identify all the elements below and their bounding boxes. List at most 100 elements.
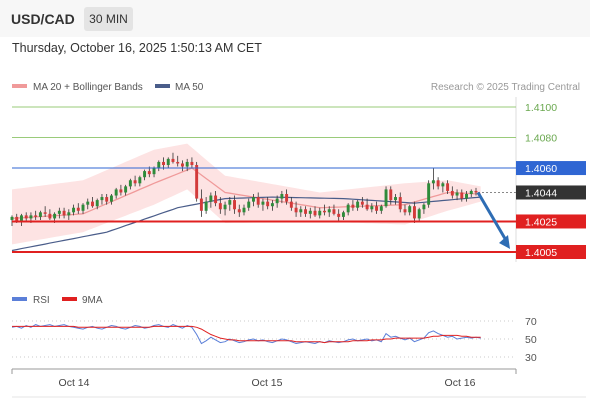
candle [365,198,369,211]
candle [270,200,274,211]
candle [299,206,303,217]
candle-body [105,197,109,202]
x-tick-label: Oct 15 [252,377,283,389]
candle-body [275,198,279,204]
candle-body [294,207,298,213]
candle-body [341,212,345,217]
candle [199,189,203,217]
candle-body [199,198,203,211]
candle [450,186,454,199]
candle [62,207,66,219]
candle-body [133,180,137,184]
candle [327,206,331,217]
candle-body [124,186,128,193]
candle-body [247,201,251,208]
timeframe-badge[interactable]: 30 MIN [84,7,133,31]
candle-body [289,201,293,208]
candle [109,194,113,205]
ma50-legend-label: MA 50 [175,82,204,93]
candle [138,175,142,187]
ma20-line [11,167,481,220]
candle-body [389,189,393,201]
candle-body [403,209,407,213]
candle [218,197,222,214]
candle [86,198,90,210]
candle [34,210,38,220]
level-label-1.4080: 1.4080 [525,133,557,145]
candle-body [38,212,42,217]
candle [128,178,132,190]
forecast-arrow-shaft [476,191,509,243]
ma9-legend-label: 9MA [82,295,103,306]
rsi-tick-70: 70 [525,316,537,328]
candle-body [34,215,38,217]
bollinger-band-area [12,143,481,245]
candle-body [465,194,468,199]
candle-body [256,197,260,205]
candle [261,198,265,211]
candle-body [57,210,61,214]
candle [455,189,459,201]
candle [337,209,341,222]
candle [43,206,47,217]
candle [360,197,364,208]
candle [441,181,445,193]
candle [190,157,194,169]
candle-body [91,201,94,207]
candle-body [62,210,66,216]
candle [24,212,28,222]
level-badge-1.4005 [516,245,586,259]
candle-body [379,206,383,211]
candle-body [190,161,194,165]
candle-body [412,206,416,219]
candle-body [313,210,317,216]
level-badge-1.4025 [516,214,586,229]
candle-body [384,189,388,207]
candle-body [242,207,246,213]
candle [313,206,317,217]
rsi-legend: RSI 9MA [12,295,103,306]
candle [427,180,431,208]
candle-body [351,204,355,208]
candle-body [53,213,57,219]
candle [204,197,208,214]
level-label-1.4005: 1.4005 [525,247,557,259]
candle [394,194,397,205]
candle [436,177,440,190]
candle [233,195,236,214]
forecast-arrow-head [499,234,510,249]
x-tick-label: Oct 16 [445,377,476,389]
candle-body [252,197,255,202]
candle [332,204,336,216]
candle [346,203,350,216]
candle-body [233,200,236,210]
candle-body [100,197,104,201]
candle [256,192,260,208]
candle [209,192,213,208]
x-tick-label: Oct 14 [59,377,90,389]
candle [308,207,312,219]
candle-body [280,194,284,199]
candle [247,198,251,211]
candle [417,207,421,222]
candle-body [460,192,464,199]
candle [323,204,326,216]
candle-body [304,209,308,214]
candle [304,206,308,217]
candle [162,157,165,170]
candle-body [469,190,473,194]
candle-body [24,215,28,219]
candle-body [67,212,71,216]
candle [81,203,85,214]
candle [228,197,232,211]
candle-body [431,180,435,184]
candle-body [327,209,331,213]
candle [143,169,147,181]
candle-body [176,161,180,164]
candle-body [29,215,33,219]
candle-body [398,197,402,210]
candle-body [185,161,189,167]
candle [266,197,270,210]
candle-body [323,210,326,213]
